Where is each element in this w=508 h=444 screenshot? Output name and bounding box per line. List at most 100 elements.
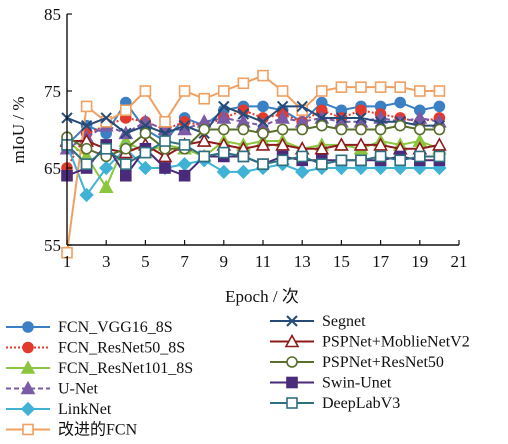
legend-item: FCN_ResNet50_8S <box>6 340 185 357</box>
data-point <box>178 119 191 132</box>
x-tick-label: 3 <box>102 252 111 271</box>
series-改进的FCN <box>61 69 446 259</box>
data-point <box>216 164 231 179</box>
data-point <box>286 397 298 409</box>
series-DeepLabV3 <box>61 135 446 170</box>
x-tick-label: 15 <box>333 252 350 271</box>
data-point <box>218 85 230 97</box>
data-point <box>296 100 308 113</box>
data-point <box>355 81 367 93</box>
data-point <box>374 123 387 136</box>
x-tick-label: 9 <box>220 252 229 271</box>
data-point <box>177 157 192 172</box>
data-point <box>139 146 152 159</box>
legend-item: FCN_ResNet101_8S <box>6 360 193 377</box>
data-point <box>413 150 426 163</box>
data-point <box>120 169 132 182</box>
data-point <box>99 160 114 176</box>
x-tick-label: 5 <box>141 252 150 271</box>
legend-label: LinkNet <box>58 401 112 418</box>
legend-label: FCN_ResNet101_8S <box>58 360 193 377</box>
data-point <box>20 360 36 374</box>
data-point <box>100 112 112 124</box>
series-layer <box>59 69 447 259</box>
data-point <box>257 69 269 82</box>
legend-label: FCN_VGG16_8S <box>58 319 173 336</box>
data-point <box>373 137 388 151</box>
y-tick-label: 85 <box>44 5 61 24</box>
data-point <box>159 116 171 128</box>
data-point <box>296 123 309 136</box>
data-point <box>237 150 250 163</box>
data-point <box>196 133 212 147</box>
data-point <box>257 158 269 170</box>
data-point <box>315 158 328 170</box>
legend-label: PSPNet+ResNet50 <box>322 354 444 371</box>
data-point <box>374 150 387 163</box>
data-point <box>20 401 36 417</box>
data-point <box>159 135 171 147</box>
data-point <box>257 116 269 128</box>
data-point <box>413 85 426 97</box>
data-point <box>314 141 330 155</box>
x-tick-label: 13 <box>294 252 311 271</box>
legend-label: Swin-Unet <box>322 375 392 392</box>
data-point <box>433 100 446 113</box>
data-point <box>433 85 446 97</box>
data-point <box>353 137 369 151</box>
data-point <box>61 246 73 259</box>
data-point <box>275 137 290 151</box>
legend-label: PSPNet+MoblieNetV2 <box>322 334 470 351</box>
y-axis-title: mIoU / % <box>9 96 28 163</box>
legend-label: 改进的FCN <box>58 421 138 439</box>
data-point <box>257 127 269 140</box>
data-point <box>335 112 348 124</box>
data-point <box>276 154 289 167</box>
data-point <box>22 423 34 436</box>
data-point <box>394 96 407 109</box>
data-point <box>216 110 232 124</box>
x-tick-label: 7 <box>180 252 189 271</box>
data-point <box>218 100 230 113</box>
data-point <box>334 137 349 151</box>
data-point <box>79 187 94 203</box>
legend-item: DeepLabV3 <box>270 395 400 412</box>
data-point <box>394 81 407 93</box>
y-tick-label: 75 <box>44 82 61 101</box>
x-tick-label: 21 <box>451 252 468 271</box>
data-point <box>275 110 290 124</box>
legend-item: Swin-Unet <box>270 375 392 392</box>
legend-label: Segnet <box>322 313 366 330</box>
data-point <box>433 150 446 163</box>
data-point <box>394 119 407 132</box>
data-point <box>198 123 210 136</box>
data-point <box>432 137 447 151</box>
data-point <box>22 341 34 354</box>
x-tick-label: 1 <box>63 252 72 271</box>
y-tick-label: 55 <box>44 236 61 255</box>
legend-label: FCN_ResNet50_8S <box>58 340 185 357</box>
data-point <box>178 169 191 182</box>
data-point <box>255 137 271 151</box>
legend-item: PSPNet+ResNet50 <box>270 354 444 371</box>
data-point <box>120 142 132 155</box>
x-tick-label: 11 <box>255 252 271 271</box>
data-point <box>295 164 310 179</box>
data-point <box>178 139 191 151</box>
y-ticks: 55 65 75 85 <box>44 5 72 255</box>
legend-item: Segnet <box>270 313 366 330</box>
data-point <box>335 154 348 167</box>
data-point <box>433 123 446 136</box>
series-line <box>66 105 440 135</box>
data-point <box>355 112 367 124</box>
data-point <box>315 119 328 132</box>
data-point <box>286 315 298 327</box>
data-point <box>178 85 191 97</box>
x-tick-label: 19 <box>411 252 428 271</box>
data-point <box>138 160 153 176</box>
data-point <box>100 142 112 155</box>
legend-item: PSPNet+MoblieNetV2 <box>270 334 470 351</box>
data-point <box>394 154 407 167</box>
